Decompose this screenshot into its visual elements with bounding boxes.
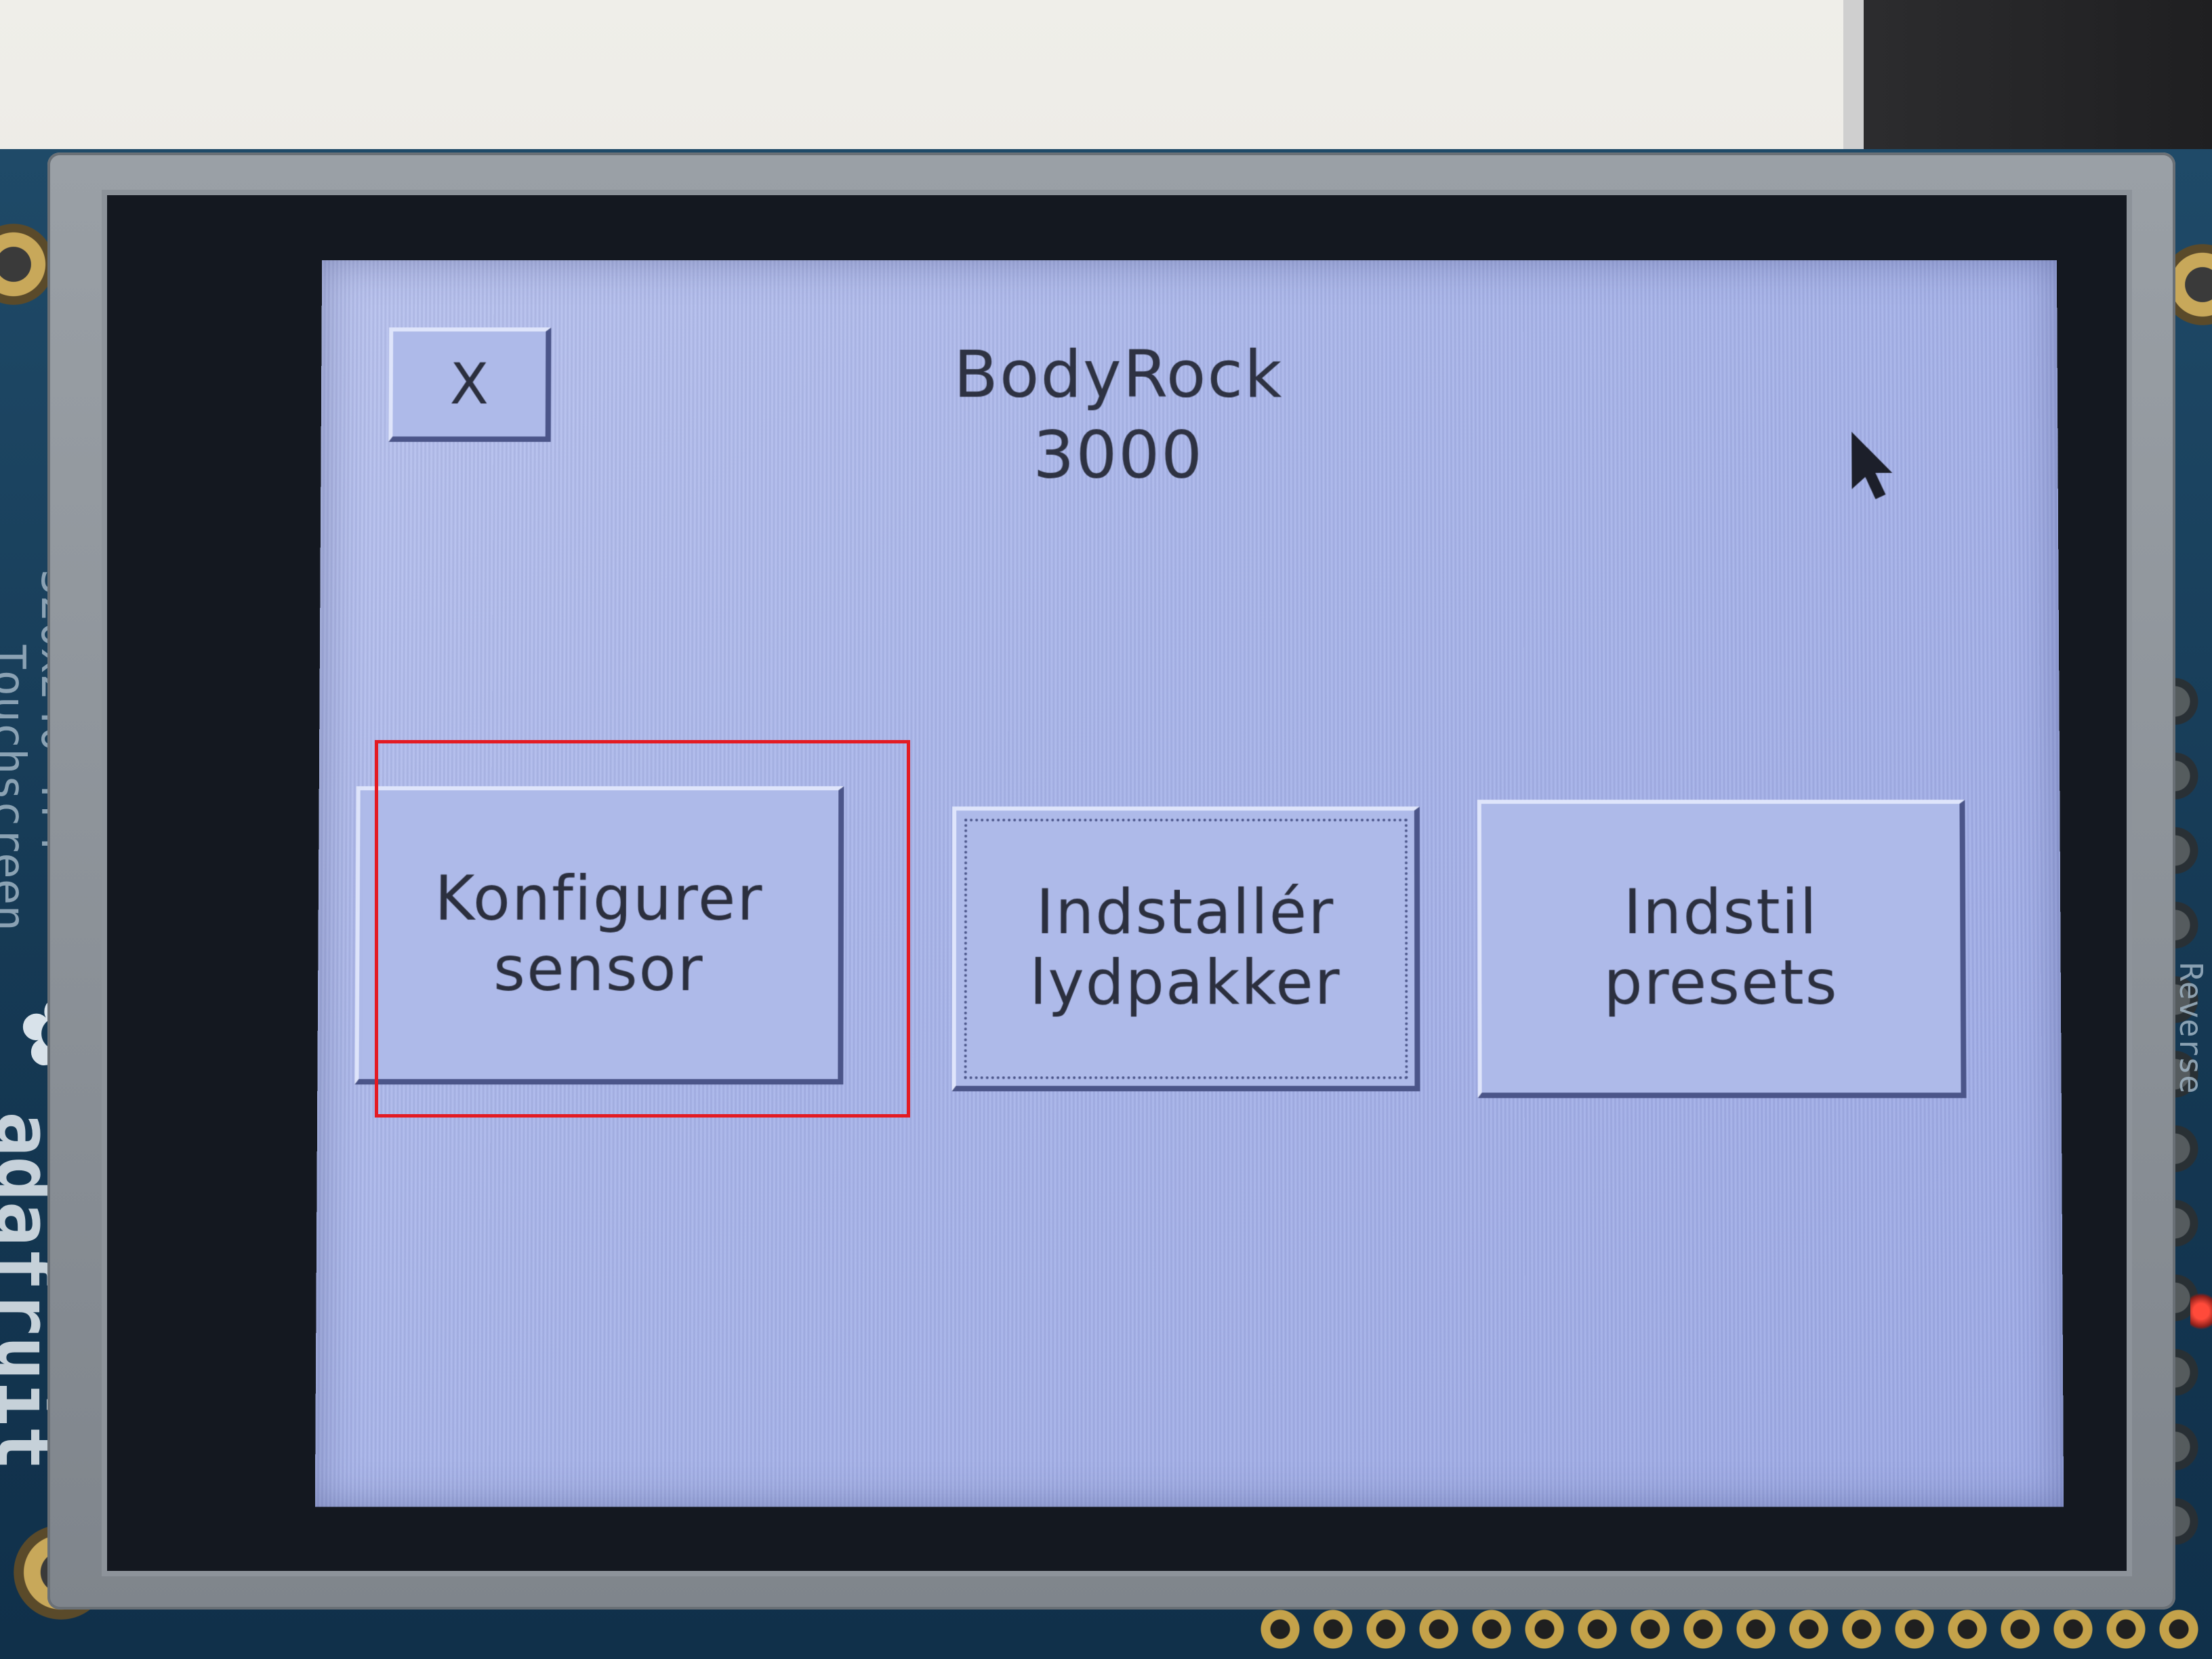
arrow-cursor-icon [1848, 428, 1896, 502]
background-dark-object [1843, 0, 2212, 169]
status-led [2190, 1288, 2212, 1335]
background-edge [1843, 0, 1864, 156]
highlight-box [375, 740, 910, 1118]
silkscreen-touchscreen: Touchscreen [0, 644, 34, 931]
close-button[interactable]: X [388, 327, 551, 442]
set-presets-button[interactable]: Indstil presets [1477, 800, 1967, 1098]
install-soundpacks-button[interactable]: Indstallér lydpakker [952, 806, 1420, 1091]
app-title: BodyRock 3000 [861, 334, 1375, 415]
silkscreen-reverse: Reverse [2173, 962, 2209, 1094]
